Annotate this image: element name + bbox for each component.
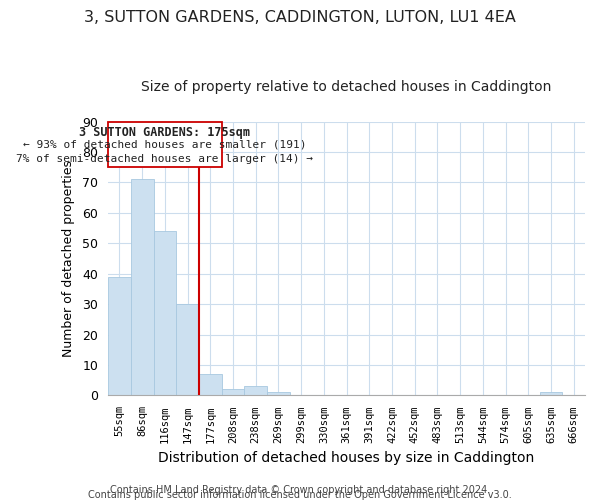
- Bar: [154, 231, 176, 396]
- Y-axis label: Number of detached properties: Number of detached properties: [62, 160, 76, 357]
- X-axis label: Distribution of detached houses by size in Caddington: Distribution of detached houses by size …: [158, 451, 535, 465]
- Text: 7% of semi-detached houses are larger (14) →: 7% of semi-detached houses are larger (1…: [16, 154, 313, 164]
- Bar: [176, 304, 199, 396]
- Bar: [221, 390, 244, 396]
- Bar: [267, 392, 290, 396]
- Bar: [108, 277, 131, 396]
- Text: ← 93% of detached houses are smaller (191): ← 93% of detached houses are smaller (19…: [23, 140, 307, 150]
- FancyBboxPatch shape: [108, 122, 221, 167]
- Text: Contains HM Land Registry data © Crown copyright and database right 2024.: Contains HM Land Registry data © Crown c…: [110, 485, 490, 495]
- Text: 3, SUTTON GARDENS, CADDINGTON, LUTON, LU1 4EA: 3, SUTTON GARDENS, CADDINGTON, LUTON, LU…: [84, 10, 516, 25]
- Text: Contains public sector information licensed under the Open Government Licence v3: Contains public sector information licen…: [88, 490, 512, 500]
- Bar: [244, 386, 267, 396]
- Title: Size of property relative to detached houses in Caddington: Size of property relative to detached ho…: [142, 80, 552, 94]
- Bar: [539, 392, 562, 396]
- Bar: [131, 180, 154, 396]
- Text: 3 SUTTON GARDENS: 175sqm: 3 SUTTON GARDENS: 175sqm: [79, 126, 250, 139]
- Bar: [199, 374, 221, 396]
